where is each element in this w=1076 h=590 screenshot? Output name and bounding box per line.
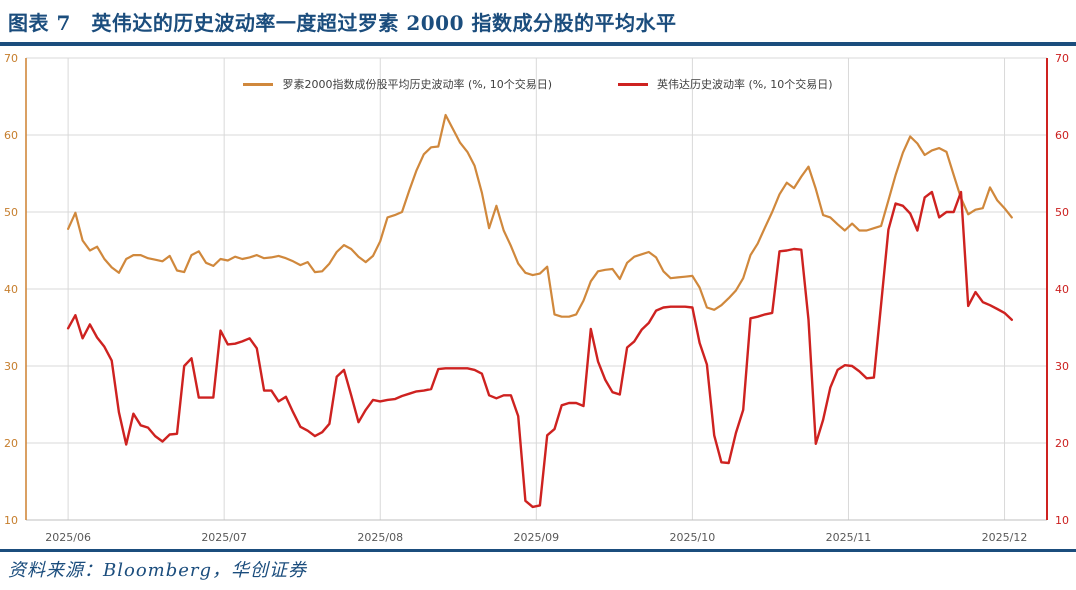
nvidia-volatility-line <box>66 190 1013 509</box>
title-divider-rule <box>0 42 1076 46</box>
volatility-chart: 70 70 60 60 50 50 40 40 30 30 20 20 10 10 2025/06 2025/… <box>0 46 1076 546</box>
right-axis-tick-label: 70 <box>1055 52 1069 65</box>
x-axis-month-label: 2025/09 <box>513 531 559 544</box>
figure-title: 图表 7 英伟达的历史波动率一度超过罗素 2000 指数成分股的平均水平 <box>8 11 677 35</box>
right-axis-tick-label: 30 <box>1055 360 1069 373</box>
data-source-note: 资料来源：Bloomberg，华创证券 <box>8 560 308 581</box>
x-axis-month-label: 2025/06 <box>45 531 91 544</box>
x-axis-month-label: 2025/11 <box>826 531 872 544</box>
right-axis-tick-label: 50 <box>1055 206 1069 219</box>
right-axis-tick-label: 40 <box>1055 283 1069 296</box>
left-axis-tick-label: 40 <box>4 283 18 296</box>
left-axis-tick-label: 50 <box>4 206 18 219</box>
footer-divider-rule <box>0 549 1076 552</box>
russell2000-volatility-line <box>66 113 1013 318</box>
volatility-line-chart-canvas: 70 70 60 60 50 50 40 40 30 30 20 20 10 10 2025/06 2025/… <box>4 52 1069 544</box>
left-axis-tick-label: 30 <box>4 360 18 373</box>
x-axis-month-label: 2025/08 <box>357 531 403 544</box>
x-axis-month-label: 2025/07 <box>201 531 247 544</box>
x-axis-month-label: 2025/12 <box>982 531 1028 544</box>
left-axis-tick-label: 10 <box>4 514 18 527</box>
x-axis-month-label: 2025/10 <box>670 531 716 544</box>
right-axis-tick-label: 10 <box>1055 514 1069 527</box>
right-axis-tick-label: 60 <box>1055 129 1069 142</box>
right-axis-tick-label: 20 <box>1055 437 1069 450</box>
left-axis-tick-label: 70 <box>4 52 18 65</box>
left-axis-tick-label: 20 <box>4 437 18 450</box>
left-axis-tick-label: 60 <box>4 129 18 142</box>
